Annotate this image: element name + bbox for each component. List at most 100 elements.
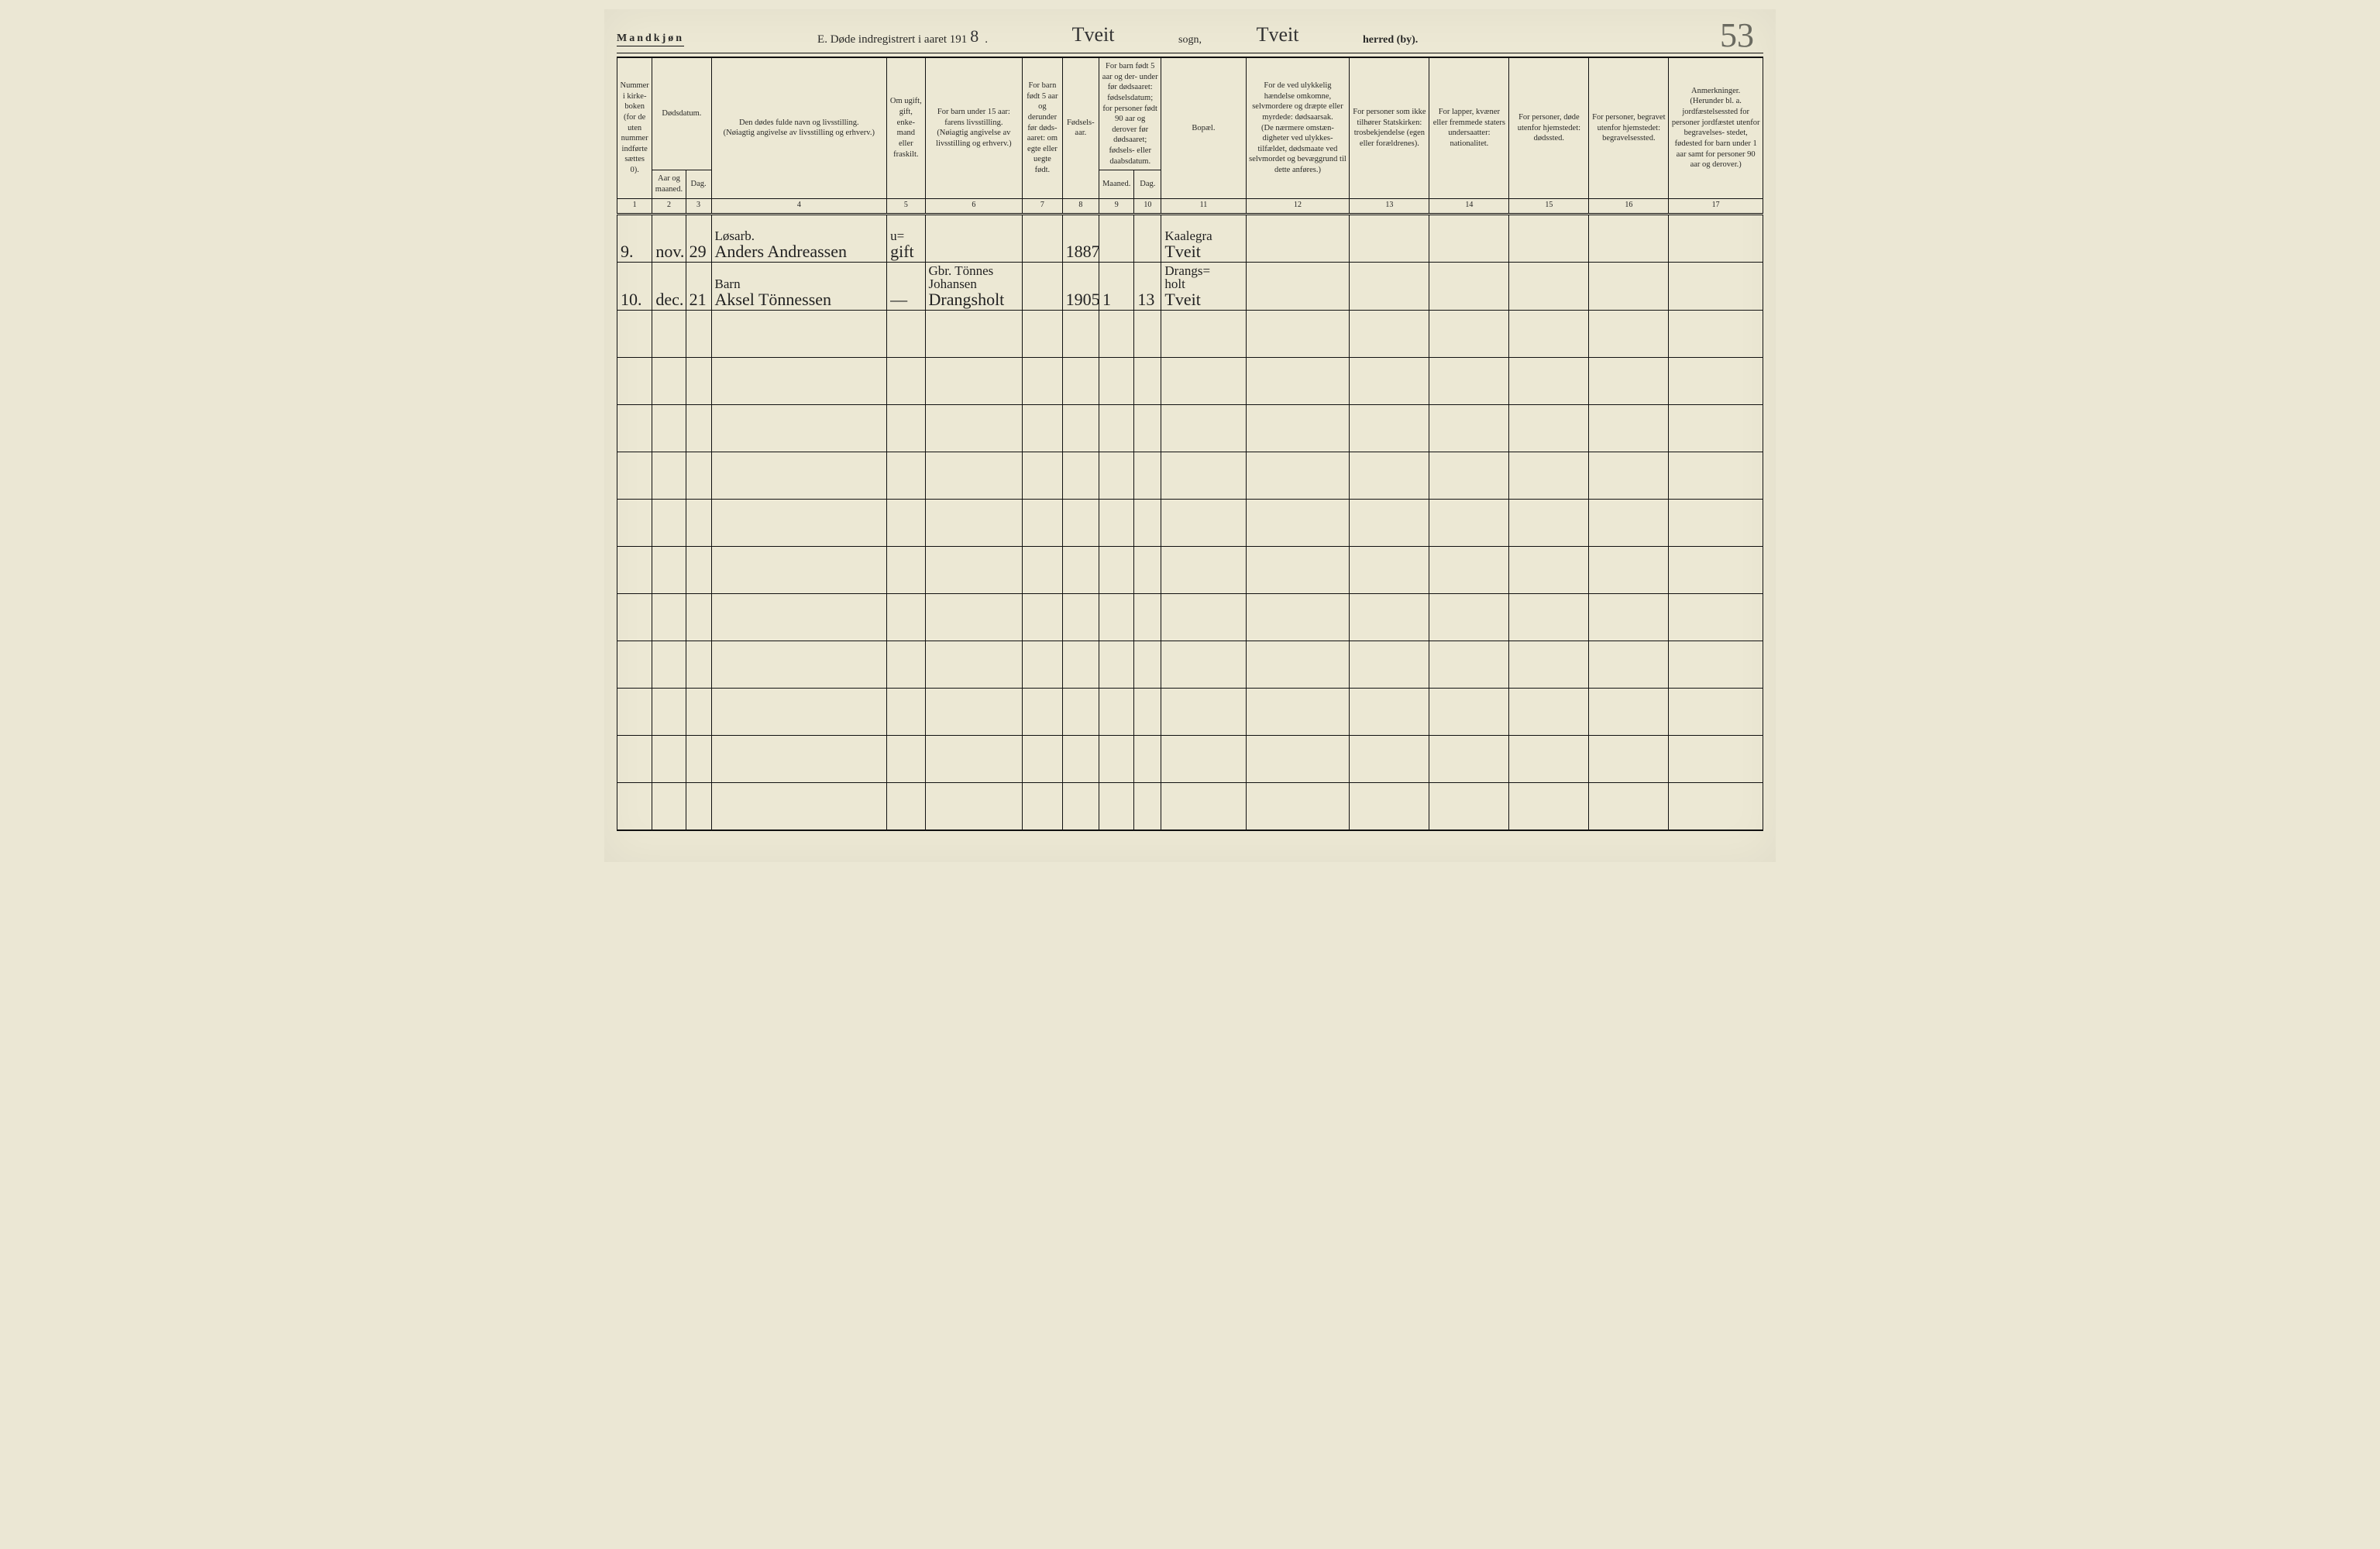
col-header-2a: Aar og maaned. xyxy=(652,170,686,198)
blank-cell xyxy=(617,782,652,830)
blank-cell xyxy=(1099,357,1134,404)
blank-cell xyxy=(711,735,887,782)
blank-cell xyxy=(686,546,711,593)
cell-father xyxy=(925,214,1023,262)
cell-burialplace xyxy=(1589,214,1669,262)
blank-cell xyxy=(1134,688,1161,735)
blank-cell xyxy=(1350,357,1429,404)
blank-cell xyxy=(1062,310,1099,357)
col-header-2b: Dag. xyxy=(686,170,711,198)
cell-legit xyxy=(1023,214,1062,262)
colnum-1: 1 xyxy=(617,198,652,214)
cell-bd-day: 13 xyxy=(1134,262,1161,310)
blank-cell xyxy=(1509,404,1589,452)
blank-cell xyxy=(1099,782,1134,830)
blank-cell xyxy=(1023,357,1062,404)
blank-cell xyxy=(1350,546,1429,593)
table-row-blank xyxy=(617,404,1763,452)
blank-cell xyxy=(617,310,652,357)
blank-cell xyxy=(1134,641,1161,688)
colnum-15: 15 xyxy=(1509,198,1589,214)
blank-cell xyxy=(1669,782,1763,830)
blank-cell xyxy=(1589,452,1669,499)
cell-day: 29 xyxy=(686,214,711,262)
page-header: Mandkjøn E. Døde indregistrert i aaret 1… xyxy=(617,23,1763,53)
blank-cell xyxy=(1429,641,1509,688)
blank-cell xyxy=(1350,452,1429,499)
colnum-6: 6 xyxy=(925,198,1023,214)
blank-cell xyxy=(652,735,686,782)
col-header-9a: Maaned. xyxy=(1099,170,1134,198)
blank-cell xyxy=(1099,688,1134,735)
blank-cell xyxy=(652,641,686,688)
blank-cell xyxy=(887,310,925,357)
blank-cell xyxy=(617,404,652,452)
blank-cell xyxy=(1246,593,1350,641)
col-header-16: For personer, begravet utenfor hjemstede… xyxy=(1589,57,1669,198)
blank-cell xyxy=(1099,546,1134,593)
blank-cell xyxy=(711,404,887,452)
blank-cell xyxy=(686,593,711,641)
blank-cell xyxy=(1509,310,1589,357)
blank-cell xyxy=(1023,782,1062,830)
blank-cell xyxy=(652,782,686,830)
blank-cell xyxy=(686,452,711,499)
colnum-13: 13 xyxy=(1350,198,1429,214)
blank-cell xyxy=(1161,546,1246,593)
blank-cell xyxy=(686,499,711,546)
blank-cell xyxy=(1589,499,1669,546)
blank-cell xyxy=(1509,499,1589,546)
blank-cell xyxy=(1589,688,1669,735)
blank-cell xyxy=(1350,641,1429,688)
col4-sub: (Nøiagtig angivelse av livsstilling og e… xyxy=(724,129,875,137)
blank-cell xyxy=(1669,735,1763,782)
colnum-2: 2 xyxy=(652,198,686,214)
blank-cell xyxy=(925,735,1023,782)
cell-creed xyxy=(1350,262,1429,310)
blank-cell xyxy=(686,357,711,404)
blank-cell xyxy=(1350,688,1429,735)
blank-cell xyxy=(1246,499,1350,546)
blank-cell xyxy=(1669,404,1763,452)
blank-cell xyxy=(686,735,711,782)
blank-cell xyxy=(925,310,1023,357)
blank-cell xyxy=(1429,452,1509,499)
blank-cell xyxy=(1161,641,1246,688)
blank-cell xyxy=(686,782,711,830)
cell-burialplace xyxy=(1589,262,1669,310)
blank-cell xyxy=(711,641,887,688)
col-header-7: For barn født 5 aar og derunder før døds… xyxy=(1023,57,1062,198)
blank-cell xyxy=(1429,735,1509,782)
blank-cell xyxy=(1023,404,1062,452)
blank-cell xyxy=(1099,641,1134,688)
blank-cell xyxy=(1062,593,1099,641)
blank-cell xyxy=(1429,688,1509,735)
cell-birthyear: 1905 xyxy=(1062,262,1099,310)
blank-cell xyxy=(652,452,686,499)
blank-cell xyxy=(925,452,1023,499)
col4-main: Den dødes fulde navn og livsstilling. xyxy=(739,118,859,127)
blank-cell xyxy=(1161,735,1246,782)
blank-cell xyxy=(711,688,887,735)
blank-cell xyxy=(1134,357,1161,404)
colnum-14: 14 xyxy=(1429,198,1509,214)
colnum-11: 11 xyxy=(1161,198,1246,214)
blank-cell xyxy=(711,499,887,546)
blank-cell xyxy=(1134,735,1161,782)
table-row-blank xyxy=(617,782,1763,830)
cell-deathplace xyxy=(1509,214,1589,262)
parish-name: Tveit xyxy=(1031,23,1155,46)
cell-remarks xyxy=(1669,262,1763,310)
blank-cell xyxy=(1161,357,1246,404)
blank-cell xyxy=(887,546,925,593)
blank-cell xyxy=(1669,499,1763,546)
blank-cell xyxy=(1062,546,1099,593)
blank-cell xyxy=(1062,688,1099,735)
blank-cell xyxy=(1509,452,1589,499)
cell-civil: u=gift xyxy=(887,214,925,262)
blank-cell xyxy=(1246,452,1350,499)
colnum-8: 8 xyxy=(1062,198,1099,214)
blank-cell xyxy=(887,357,925,404)
blank-cell xyxy=(887,688,925,735)
blank-cell xyxy=(617,641,652,688)
